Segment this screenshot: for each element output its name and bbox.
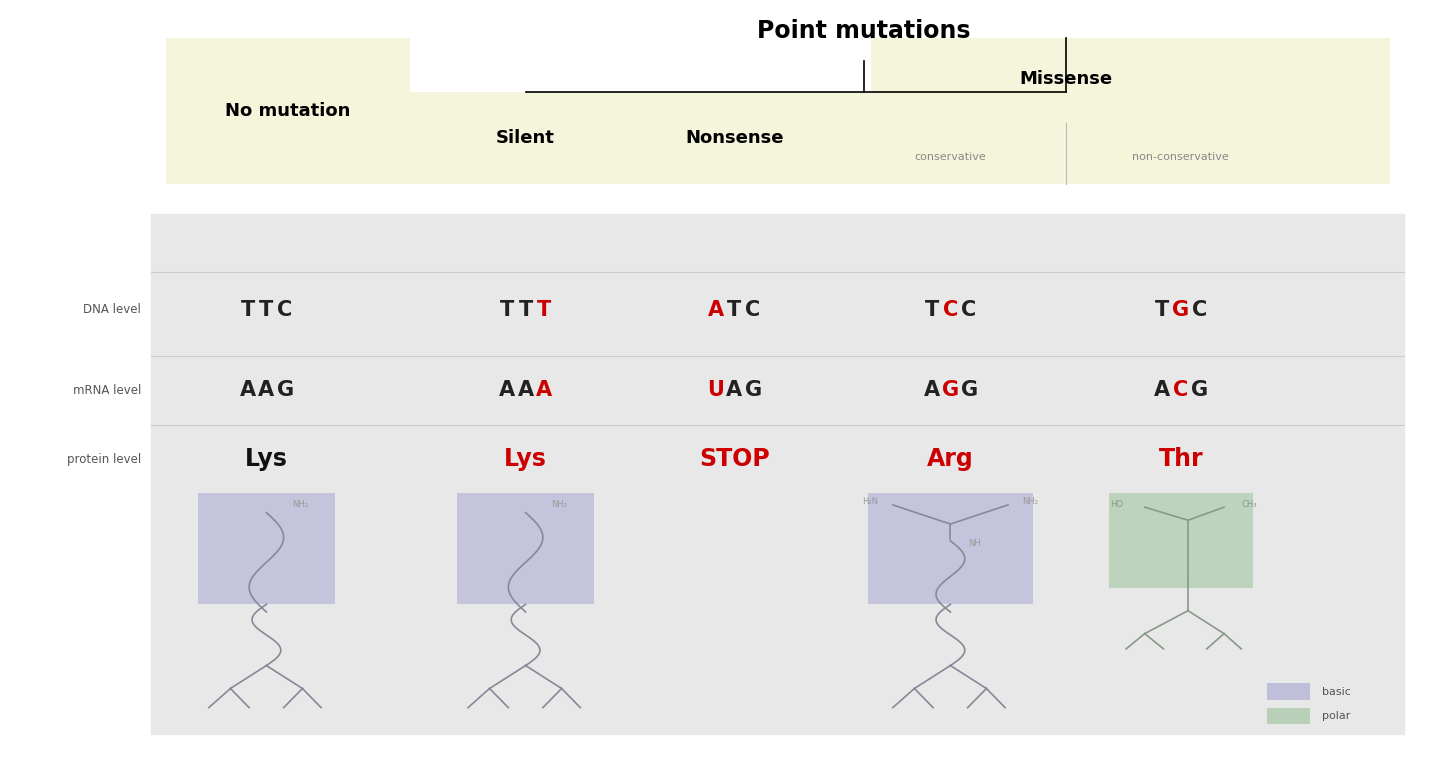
Text: U: U: [707, 380, 724, 400]
Bar: [1267, 683, 1310, 700]
Text: H₂N: H₂N: [863, 496, 878, 506]
Text: basic: basic: [1322, 686, 1351, 697]
Text: A: A: [536, 380, 553, 400]
Text: mRNA level: mRNA level: [73, 384, 141, 396]
Bar: [166, 38, 410, 184]
Text: T: T: [518, 300, 533, 320]
Bar: [1267, 708, 1310, 724]
Text: Point mutations: Point mutations: [757, 19, 971, 43]
Text: HO: HO: [1110, 500, 1123, 509]
Text: DNA level: DNA level: [84, 304, 141, 316]
Text: A: A: [498, 380, 516, 400]
Bar: [458, 493, 595, 604]
Text: A: A: [258, 380, 275, 400]
Text: NH₂: NH₂: [292, 500, 308, 509]
Text: NH₂: NH₂: [552, 500, 567, 509]
Text: polar: polar: [1322, 711, 1351, 721]
Text: Lys: Lys: [245, 447, 288, 471]
Text: T: T: [1155, 300, 1169, 320]
Text: T: T: [727, 300, 742, 320]
Text: G: G: [1172, 300, 1189, 320]
Bar: [199, 493, 336, 604]
Bar: [867, 493, 1034, 604]
Bar: [151, 214, 1404, 734]
Text: non-conservative: non-conservative: [1132, 152, 1230, 162]
Text: C: C: [943, 300, 958, 320]
Text: No mutation: No mutation: [225, 102, 351, 120]
Text: A: A: [239, 380, 256, 400]
Bar: [1109, 493, 1253, 588]
Text: NH₂: NH₂: [1022, 496, 1038, 506]
Text: A: A: [726, 380, 743, 400]
Text: Arg: Arg: [927, 447, 973, 471]
Text: CH₃: CH₃: [1241, 500, 1257, 509]
Text: G: G: [1191, 380, 1208, 400]
Text: T: T: [259, 300, 274, 320]
Text: C: C: [746, 300, 760, 320]
Text: C: C: [1192, 300, 1207, 320]
Text: Lys: Lys: [504, 447, 547, 471]
Text: T: T: [924, 300, 939, 320]
Text: Silent: Silent: [497, 129, 554, 147]
Text: Missense: Missense: [1020, 70, 1112, 88]
Text: Thr: Thr: [1159, 447, 1202, 471]
Text: C: C: [1174, 380, 1188, 400]
Text: G: G: [276, 380, 294, 400]
Text: T: T: [240, 300, 255, 320]
Text: A: A: [707, 300, 724, 320]
Text: A: A: [517, 380, 534, 400]
Text: C: C: [962, 300, 976, 320]
Text: protein level: protein level: [66, 453, 141, 465]
Text: Nonsense: Nonsense: [685, 129, 783, 147]
Bar: [871, 38, 1390, 184]
Text: G: G: [744, 380, 762, 400]
Text: G: G: [960, 380, 978, 400]
Text: conservative: conservative: [914, 152, 986, 162]
Text: C: C: [278, 300, 292, 320]
Text: A: A: [1153, 380, 1171, 400]
Text: STOP: STOP: [698, 447, 770, 471]
Text: NH: NH: [968, 539, 981, 548]
Bar: [410, 92, 871, 184]
Text: A: A: [923, 380, 940, 400]
Text: G: G: [942, 380, 959, 400]
Text: T: T: [537, 300, 552, 320]
Text: T: T: [500, 300, 514, 320]
